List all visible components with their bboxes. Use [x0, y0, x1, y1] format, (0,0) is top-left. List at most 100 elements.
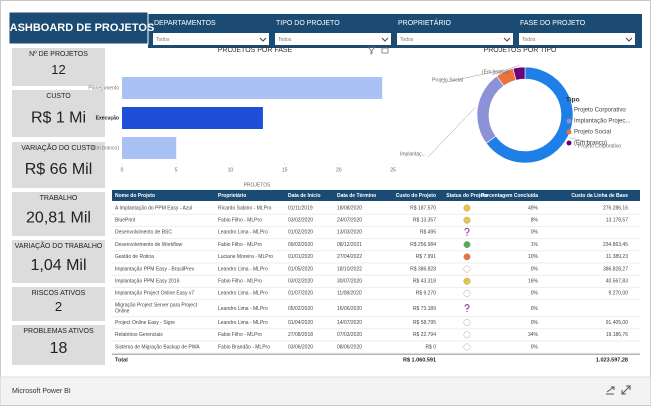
cell: 03/06/2020: [288, 344, 313, 350]
y-tick-label: Planejamento: [88, 85, 119, 91]
filter-dropdown[interactable]: [519, 33, 635, 45]
cell: 11/08/2020: [337, 291, 362, 297]
filter-value: Todos: [522, 37, 536, 43]
cell: 49%: [528, 205, 539, 211]
kpi-value: 18: [50, 340, 68, 357]
slice-label: Projeto Social: [432, 77, 463, 83]
legend-entry: Implantação Projec...: [574, 119, 631, 125]
title-box: [8, 11, 149, 45]
x-axis-label: PROJETOS: [244, 182, 272, 188]
legend-title: Tipo: [566, 97, 580, 104]
filter-dropdown[interactable]: [397, 33, 513, 45]
cell: 01/05/2020: [288, 266, 313, 272]
bar[interactable]: [122, 77, 383, 99]
filter-dropdown[interactable]: [275, 33, 391, 45]
cell: 18/08/2020: [337, 205, 362, 211]
y-tick-label: Execução: [96, 115, 119, 121]
status-icon: [463, 289, 471, 297]
bar[interactable]: [122, 137, 177, 159]
column-header: Porcentagem Concluída: [481, 193, 538, 199]
footer-bar: [0, 377, 651, 405]
cell: Fabio Filho - MLPro: [218, 332, 262, 338]
cell: 27/08/2018: [288, 332, 313, 338]
cell: 11.389,23: [606, 254, 628, 260]
y-tick-label: (Em branco): [91, 145, 119, 151]
focus-icon[interactable]: [381, 47, 389, 54]
status-icon: [463, 277, 471, 285]
cell: 34%: [528, 332, 539, 338]
kpi-card: [12, 48, 105, 86]
cell: BluePrint: [115, 218, 136, 224]
x-tick-label: 10: [228, 167, 234, 173]
chart-title: PROJETOS POR FASE: [218, 47, 293, 54]
dropdown-chevron: [625, 37, 633, 42]
x-tick-label: 0: [121, 167, 124, 173]
filter-value: Todos: [400, 37, 414, 43]
status-icon: [463, 241, 471, 249]
cell: Leandro Lima - MLPro: [218, 320, 268, 326]
fullscreen-icon[interactable]: [621, 385, 631, 395]
cell: R$ 495: [420, 230, 436, 236]
leader-line: [427, 107, 476, 158]
filter-label: FASE DO PROJETO: [520, 20, 586, 27]
cell: Fabio Brandão - MLPro: [218, 344, 270, 350]
kpi-value: R$ 1 Mi: [31, 109, 86, 126]
cell: Fabio Filho - MLPro: [218, 279, 262, 285]
x-tick-label: 15: [282, 167, 288, 173]
legend-swatch: [566, 107, 572, 113]
dashboard-title: DASHBOARD DE PROJETOS: [2, 22, 155, 34]
cell: 01/01/2020: [288, 254, 313, 260]
status-icon: [464, 304, 470, 310]
cell: 19.186,76: [606, 332, 628, 338]
cell: 234.863,45: [603, 242, 628, 248]
kpi-card: [12, 192, 105, 236]
cell: 0%: [531, 266, 539, 272]
cell: Project Online Easy - Sigre: [115, 320, 175, 326]
slice-label: Implantaç...: [400, 151, 426, 157]
cell: Implantação PPM Easy 2016: [115, 279, 180, 285]
total-label: Total: [115, 358, 128, 364]
cell: 0%: [531, 344, 539, 350]
filter-icon[interactable]: [367, 46, 376, 55]
status-icon: [463, 204, 471, 212]
column-header: Data de Término: [337, 193, 376, 199]
filter-label: DEPARTAMENTOS: [154, 20, 216, 27]
legend-entry: Projeto Social: [574, 130, 611, 136]
filter-label: PROPRIETÁRIO: [398, 18, 451, 27]
bar[interactable]: [122, 107, 263, 129]
slice-label: Projeto Corporativo: [578, 143, 621, 149]
donut-slice[interactable]: [512, 66, 526, 81]
cell: 24/07/2020: [337, 218, 362, 224]
cell: 1%: [531, 242, 539, 248]
filter-dropdown[interactable]: [153, 33, 269, 45]
cell: R$ 386.828: [410, 266, 436, 272]
cell: 08/06/2020: [337, 344, 362, 350]
legend-swatch: [566, 129, 572, 135]
cell: Gestão de Rotina: [115, 254, 154, 260]
filter-label: TIPO DO PROJETO: [276, 20, 340, 27]
filter-value: Todos: [156, 37, 170, 43]
column-header: Data de Início: [288, 193, 321, 199]
cell: R$ 13.357: [413, 218, 436, 224]
kpi-card: [12, 142, 105, 188]
kpi-label: TRABALHO: [40, 195, 78, 202]
status-icon: [466, 234, 468, 236]
cell: 05/02/2020: [288, 306, 313, 312]
cell: 0%: [531, 230, 539, 236]
cell: R$ 7.991: [416, 254, 437, 260]
cell: Leandro Lima - MLPro: [218, 306, 268, 312]
column-header: Nome do Projeto: [115, 193, 155, 199]
cell: 9.270,00: [609, 291, 629, 297]
leader-line: [569, 137, 589, 143]
table-header: [112, 190, 640, 201]
share-icon[interactable]: [606, 386, 615, 395]
cell: R$ 58.795: [413, 320, 436, 326]
cell: Leandro Lima - MLPro: [218, 266, 268, 272]
kpi-value: 2: [55, 299, 62, 314]
cell: 27/04/2022: [337, 254, 362, 260]
kpi-card: [12, 240, 105, 283]
slice-label: (Em branco): [482, 69, 510, 75]
kpi-card: [12, 287, 105, 321]
dropdown-chevron: [259, 37, 267, 42]
kpi-label: PROBLEMAS ATIVOS: [23, 328, 94, 335]
